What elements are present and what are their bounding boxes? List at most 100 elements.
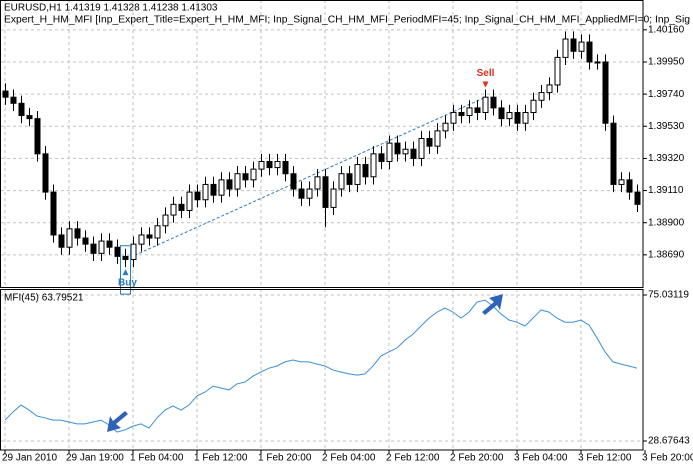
candle-body [314, 176, 321, 190]
candle-body [154, 225, 161, 239]
candle-body [458, 111, 465, 117]
candle-body [202, 183, 209, 201]
signal-box [120, 245, 131, 295]
candle-body [90, 243, 97, 254]
candle-body [490, 96, 497, 109]
signal-arrow [482, 294, 503, 315]
candle-body [18, 102, 25, 117]
candle-body [562, 38, 569, 58]
candle-body [146, 234, 153, 239]
y-tick-label: 1.39320 [648, 153, 685, 164]
candle-body [210, 183, 217, 196]
expert-header: Expert_H_HM_MFI [Inp_Expert_Title=Expert… [4, 15, 690, 26]
candle-body [402, 148, 409, 155]
candle-body [274, 160, 281, 169]
x-tick-label: 2 Feb 04:00 [322, 453, 376, 464]
candle-body [362, 164, 369, 178]
candle-body [538, 92, 545, 101]
candle-body [634, 191, 641, 205]
y-tick-label: 1.39530 [648, 121, 685, 132]
candle-body [330, 188, 337, 208]
candle-body [242, 173, 249, 181]
candle-body [514, 111, 521, 124]
x-tick-label: 2 Feb 20:00 [450, 453, 504, 464]
x-tick-label: 1 Feb 20:00 [258, 453, 312, 464]
candle-body [426, 138, 433, 147]
mfi-panel-frame [0, 289, 644, 451]
candle-body [354, 164, 361, 185]
buy-label: Buy [118, 278, 137, 289]
candle-body [306, 188, 313, 199]
marks-layer: Buy Sell [2, 31, 641, 433]
candle-body [178, 203, 185, 211]
candle-body [290, 173, 297, 190]
candle-body [42, 153, 49, 193]
y-tick-label: 1.40160 [648, 24, 685, 35]
candle-body [482, 96, 489, 113]
candle-body [410, 148, 417, 159]
candle-body [194, 191, 201, 201]
candle-body [186, 191, 193, 211]
candle-body [506, 111, 513, 120]
x-tick-label: 3 Feb 04:00 [514, 453, 568, 464]
y-tick-label: 1.39950 [648, 57, 685, 68]
candle-body [218, 179, 225, 196]
candle-body [250, 168, 257, 181]
candle-body [26, 115, 33, 120]
x-tick-label: 1 Feb 04:00 [130, 453, 184, 464]
candle-body [594, 61, 601, 64]
signal-arrow [107, 411, 128, 432]
price-panel-frame [0, 0, 644, 288]
candle-body [298, 188, 305, 199]
candle-body [338, 173, 345, 190]
candle-body [450, 111, 457, 124]
candle-body [170, 203, 177, 216]
candle-body [618, 179, 625, 185]
sell-label: Sell [477, 68, 495, 79]
trade-line [125, 96, 486, 260]
candle-body [34, 118, 41, 155]
buy-arrow [122, 269, 129, 276]
candle-body [2, 90, 9, 98]
candle-body [82, 237, 89, 245]
candle-body [386, 142, 393, 162]
candle-body [74, 228, 81, 239]
candle-body [346, 173, 353, 185]
candle-body [418, 138, 425, 159]
grid-layer [1, 0, 643, 450]
x-tick-label: 29 Jan 19:00 [66, 453, 124, 464]
candle-body [522, 111, 529, 124]
candle-body [58, 234, 65, 248]
candle-body [434, 130, 441, 147]
candle-body [266, 160, 273, 169]
y-tick-label: 1.38690 [648, 249, 685, 260]
candle-body [66, 228, 73, 248]
candle-body [322, 176, 329, 208]
candle-body [162, 214, 169, 227]
candle-body [466, 107, 473, 117]
mfi-header: MFI(45) 63.79521 [4, 293, 84, 304]
candle-body [114, 246, 121, 257]
symbol-header: EURUSD,H1 1.41319 1.41328 1.41238 1.4130… [4, 3, 218, 14]
candle-body [626, 179, 633, 193]
candle-body [546, 84, 553, 94]
candle-body [98, 240, 105, 254]
candle-body [394, 142, 401, 155]
sell-arrow [482, 81, 489, 88]
candle-body [234, 173, 241, 190]
candle-body [50, 191, 57, 236]
candle-body [258, 160, 265, 170]
x-tick-label: 3 Feb 12:00 [578, 453, 632, 464]
candle-body [10, 96, 17, 104]
candle-body [578, 41, 585, 52]
candle-body [138, 234, 145, 245]
candle-body [226, 179, 233, 190]
candle-body [122, 255, 129, 260]
candle-body [554, 56, 561, 86]
candle-body [474, 107, 481, 113]
candle-body [498, 107, 505, 120]
candle-body [442, 122, 449, 132]
y-tick-label: 1.38900 [648, 217, 685, 228]
